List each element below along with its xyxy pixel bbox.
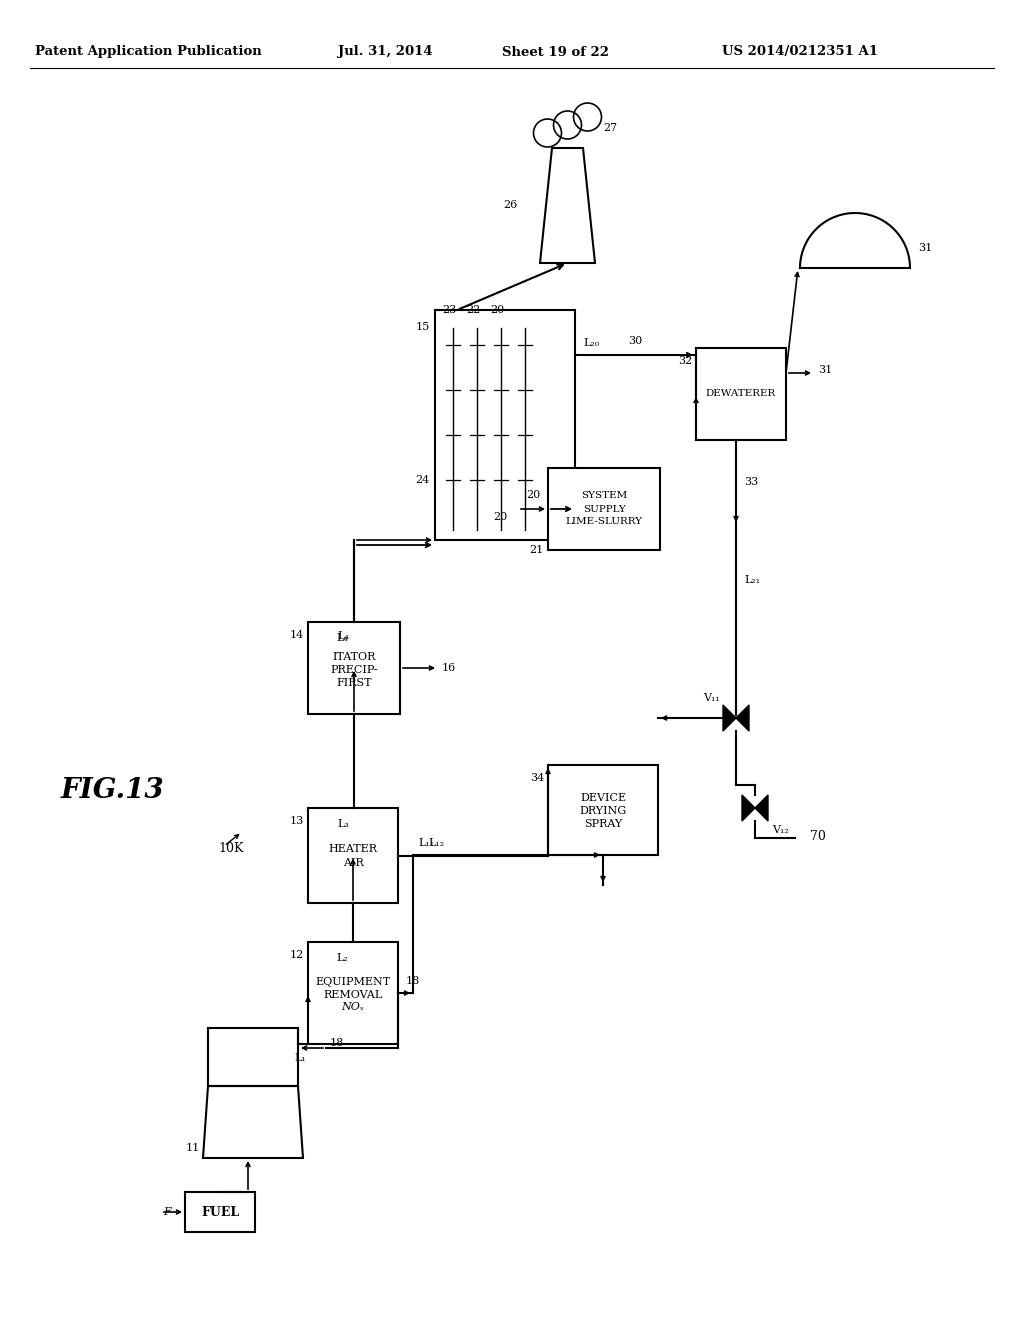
Text: 20: 20 xyxy=(526,490,541,500)
Text: 70: 70 xyxy=(810,829,826,842)
Text: L₁₁: L₁₁ xyxy=(418,838,434,847)
Text: 31: 31 xyxy=(918,243,932,253)
Text: 33: 33 xyxy=(744,477,758,487)
Text: FIRST: FIRST xyxy=(336,678,372,688)
Text: PRECIP-: PRECIP- xyxy=(331,665,378,675)
Text: L₁: L₁ xyxy=(294,1053,306,1063)
Text: L₄: L₄ xyxy=(337,631,349,642)
Text: L₁₂: L₁₂ xyxy=(428,838,444,849)
Text: Sheet 19 of 22: Sheet 19 of 22 xyxy=(502,45,608,58)
Text: AIR: AIR xyxy=(343,858,364,867)
Text: FUEL: FUEL xyxy=(201,1205,239,1218)
Text: 34: 34 xyxy=(529,774,544,783)
Text: LIME-SLURRY: LIME-SLURRY xyxy=(565,517,642,527)
Text: 18: 18 xyxy=(406,975,420,986)
Text: L₃: L₃ xyxy=(337,818,349,829)
Text: 27: 27 xyxy=(603,123,617,133)
Text: 10K: 10K xyxy=(218,842,244,854)
Text: 18: 18 xyxy=(330,1038,344,1048)
Polygon shape xyxy=(755,795,768,821)
Text: SYSTEM: SYSTEM xyxy=(581,491,627,500)
Text: 11: 11 xyxy=(185,1143,200,1152)
Text: 15: 15 xyxy=(416,322,430,333)
Text: DRYING: DRYING xyxy=(580,807,627,816)
Text: L₂: L₂ xyxy=(336,953,348,964)
Text: 20: 20 xyxy=(489,305,504,315)
Text: REMOVAL: REMOVAL xyxy=(324,990,383,1001)
Text: SUPPLY: SUPPLY xyxy=(583,504,626,513)
Text: Jul. 31, 2014: Jul. 31, 2014 xyxy=(338,45,432,58)
Text: 23: 23 xyxy=(442,305,456,315)
Text: 26: 26 xyxy=(504,201,518,210)
Text: 13: 13 xyxy=(290,816,304,826)
Text: Patent Application Publication: Patent Application Publication xyxy=(35,45,261,58)
Polygon shape xyxy=(723,705,736,731)
Text: EQUIPMENT: EQUIPMENT xyxy=(315,977,390,987)
Bar xyxy=(185,1192,255,1232)
Text: DEWATERER: DEWATERER xyxy=(706,389,776,399)
Text: 12: 12 xyxy=(290,950,304,960)
Text: L₂₀: L₂₀ xyxy=(583,338,599,348)
Bar xyxy=(435,310,575,540)
Text: F: F xyxy=(163,1206,171,1217)
Bar xyxy=(308,808,398,903)
Text: 24: 24 xyxy=(416,475,430,484)
Text: DEVICE: DEVICE xyxy=(580,793,626,803)
Text: HEATER: HEATER xyxy=(329,843,378,854)
Text: US 2014/0212351 A1: US 2014/0212351 A1 xyxy=(722,45,878,58)
Text: 14: 14 xyxy=(290,630,304,640)
Text: 16: 16 xyxy=(442,663,457,673)
Text: 30: 30 xyxy=(629,337,643,346)
Text: 21: 21 xyxy=(529,545,544,554)
Text: L₄: L₄ xyxy=(336,634,348,643)
Polygon shape xyxy=(736,705,749,731)
Bar xyxy=(308,622,400,714)
Text: L₂₁: L₂₁ xyxy=(744,576,760,585)
Bar xyxy=(548,766,658,855)
Text: NOₓ: NOₓ xyxy=(342,1002,365,1012)
Text: 32: 32 xyxy=(678,356,692,366)
Text: ITATOR: ITATOR xyxy=(333,652,376,663)
Text: SPRAY: SPRAY xyxy=(584,818,623,829)
Bar xyxy=(696,348,786,440)
Text: 31: 31 xyxy=(818,366,833,375)
Bar xyxy=(308,942,398,1044)
Text: 20: 20 xyxy=(494,512,508,521)
Polygon shape xyxy=(742,795,755,821)
Text: FIG.13: FIG.13 xyxy=(60,776,164,804)
Bar xyxy=(548,469,660,550)
Text: V₁₂: V₁₂ xyxy=(772,825,788,836)
Text: V₁₁: V₁₁ xyxy=(702,693,720,704)
Text: 22: 22 xyxy=(466,305,480,315)
